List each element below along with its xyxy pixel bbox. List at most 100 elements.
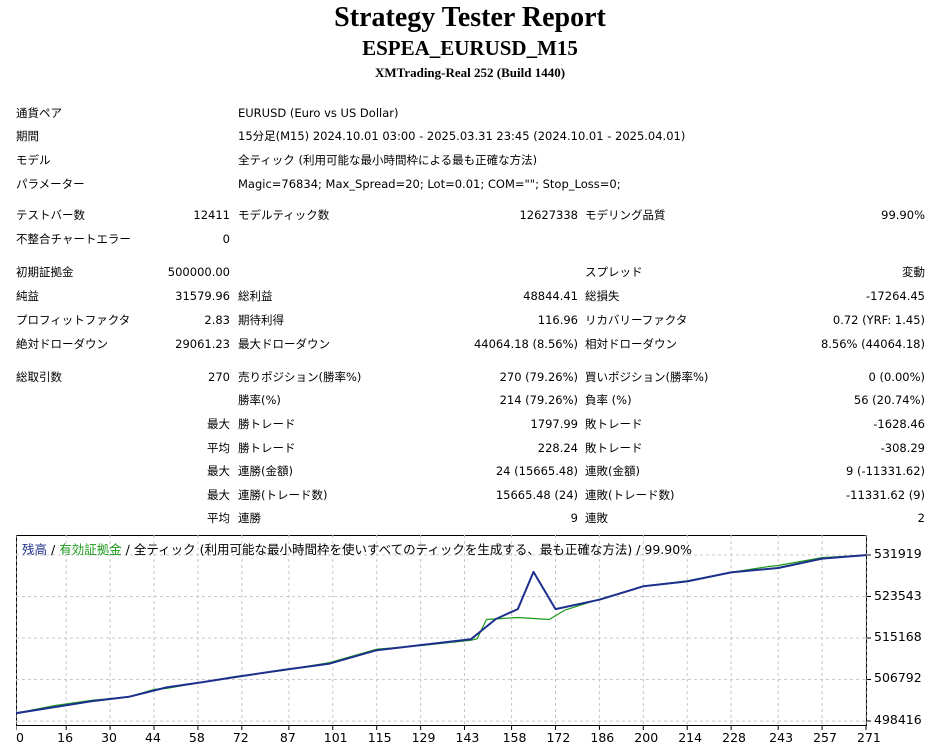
report-subtitle: ESPEA_EURUSD_M15 <box>362 36 578 60</box>
loss-rate-value: 56 (20.74%) <box>853 393 925 407</box>
loss-rate-label: 負率 (%) <box>585 393 632 407</box>
net-profit-label: 純益 <box>16 289 39 303</box>
x-tick-label: 0 <box>16 730 24 745</box>
max-word: 最大 <box>207 464 230 478</box>
short-positions-label: 売りポジション(勝率%) <box>238 370 362 384</box>
x-tick-label: 214 <box>678 730 703 745</box>
balance-line <box>16 554 867 715</box>
x-tick-label: 101 <box>323 730 348 745</box>
y-tick-label: 498416 <box>874 712 922 727</box>
max-cons-wins-money-value: 24 (15665.48) <box>495 464 578 478</box>
win-rate-label: 勝率(%) <box>238 393 281 407</box>
gross-profit-value: 48844.41 <box>523 289 578 303</box>
largest-win-value: 1797.99 <box>530 417 578 431</box>
max-drawdown-value: 44064.18 (8.56%) <box>473 337 578 351</box>
x-tick-label: 30 <box>101 730 117 745</box>
avg-win-value: 228.24 <box>537 441 578 455</box>
largest-win-label: 勝トレード <box>238 417 296 431</box>
expected-payoff-label: 期待利得 <box>238 313 284 327</box>
max-word: 最大 <box>207 417 230 431</box>
y-tick-label: 531919 <box>874 546 922 561</box>
avg-loss-value: -308.29 <box>880 441 925 455</box>
server-info: XMTrading-Real 252 (Build 1440) <box>374 65 566 80</box>
chart-legend: 残高 / 有効証拠金 / 全ティック (利用可能な最小時間枠を使いすべてのティッ… <box>22 539 692 558</box>
info-value-period: 15分足(M15) 2024.10.01 03:00 - 2025.03.31 … <box>238 129 686 143</box>
x-tick-label: 172 <box>546 730 571 745</box>
largest-loss-label: 敗トレード <box>585 417 643 431</box>
ticks-label: モデルティック数 <box>238 208 330 222</box>
quality-value: 99.90% <box>881 208 925 222</box>
rel-drawdown-label: 相対ドローダウン <box>585 337 677 351</box>
balance-chart <box>16 535 871 730</box>
x-tick-label: 87 <box>279 730 296 745</box>
gross-loss-value: -17264.45 <box>865 289 925 303</box>
x-tick-label: 228 <box>722 730 746 745</box>
avg-cons-wins-label: 連勝 <box>238 511 261 525</box>
profit-factor-value: 2.83 <box>204 313 230 327</box>
info-label-model: モデル <box>16 153 51 167</box>
avg-cons-losses-value: 2 <box>917 511 925 525</box>
max-cons-wins-count-label: 連勝(トレード数) <box>238 488 328 502</box>
info-value-params: Magic=76834; Max_Spread=20; Lot=0.01; CO… <box>238 177 621 191</box>
info-value-model: 全ティック (利用可能な最小時間枠による最も正確な方法) <box>238 153 538 167</box>
bars-label: テストバー数 <box>16 208 85 222</box>
y-tick-label: 523543 <box>874 587 922 603</box>
long-positions-label: 買いポジション(勝率%) <box>585 370 709 384</box>
x-tick-label: 143 <box>455 730 480 745</box>
profit-factor-label: プロフィットファクタ <box>16 313 131 327</box>
max-cons-losses-count-value: -11331.62 (9) <box>846 488 925 502</box>
max-cons-wins-count-value: 15665.48 (24) <box>495 488 578 502</box>
max-cons-losses-count-label: 連敗(トレード数) <box>585 488 675 502</box>
legend-separator: / <box>47 542 60 557</box>
abs-drawdown-label: 絶対ドローダウン <box>16 337 108 351</box>
x-tick-label: 129 <box>411 730 436 745</box>
deposit-value: 500000.00 <box>167 265 230 279</box>
legend-balance: 残高 <box>22 542 48 557</box>
info-label-pair: 通貨ペア <box>16 106 62 120</box>
total-trades-label: 総取引数 <box>16 370 62 384</box>
quality-label: モデリング品質 <box>585 208 666 222</box>
avg-cons-wins-value: 9 <box>570 511 578 525</box>
bars-value: 12411 <box>193 208 230 222</box>
rel-drawdown-value: 8.56% (44064.18) <box>820 337 925 351</box>
x-tick-label: 72 <box>232 730 249 745</box>
report-title: Strategy Tester Report <box>334 2 606 33</box>
short-positions-value: 270 (79.26%) <box>499 370 578 384</box>
max-cons-losses-money-value: 9 (-11331.62) <box>846 464 925 478</box>
errors-value: 0 <box>222 232 230 246</box>
recovery-factor-value: 0.72 (YRF: 1.45) <box>832 313 925 327</box>
max-word: 最大 <box>207 488 230 502</box>
legend-description: / 全ティック (利用可能な最小時間枠を使いすべてのティックを生成する、最も正確… <box>121 542 693 557</box>
x-tick-label: 158 <box>502 730 527 745</box>
x-tick-label: 16 <box>57 730 74 745</box>
recovery-factor-label: リカバリーファクタ <box>585 313 688 327</box>
x-tick-label: 200 <box>634 730 659 745</box>
x-tick-label: 186 <box>590 730 615 745</box>
x-tick-label: 257 <box>813 730 837 745</box>
gross-profit-label: 総利益 <box>238 289 273 303</box>
avg-word: 平均 <box>207 441 230 455</box>
chart-frame <box>16 535 867 726</box>
abs-drawdown-value: 29061.23 <box>175 337 230 351</box>
deposit-label: 初期証拠金 <box>16 265 74 279</box>
max-cons-losses-money-label: 連敗(金額) <box>585 464 640 478</box>
ticks-value: 12627338 <box>519 208 578 222</box>
avg-cons-losses-label: 連敗 <box>585 511 608 525</box>
y-tick-label: 506792 <box>874 670 922 686</box>
avg-word: 平均 <box>207 511 230 525</box>
legend-equity: 有効証拠金 <box>59 542 122 557</box>
expected-payoff-value: 116.96 <box>537 313 578 327</box>
x-tick-label: 58 <box>188 730 205 745</box>
avg-win-label: 勝トレード <box>238 441 296 455</box>
avg-loss-label: 敗トレード <box>585 441 643 455</box>
max-drawdown-label: 最大ドローダウン <box>238 337 330 351</box>
x-tick-label: 44 <box>145 730 161 745</box>
info-value-pair: EURUSD (Euro vs US Dollar) <box>238 106 399 120</box>
gross-loss-label: 総損失 <box>585 289 620 303</box>
x-tick-label: 115 <box>367 730 392 745</box>
long-positions-value: 0 (0.00%) <box>868 370 925 384</box>
x-tick-label: 243 <box>769 730 794 745</box>
win-rate-value: 214 (79.26%) <box>499 393 578 407</box>
spread-value: 変動 <box>902 265 925 279</box>
net-profit-value: 31579.96 <box>175 289 230 303</box>
